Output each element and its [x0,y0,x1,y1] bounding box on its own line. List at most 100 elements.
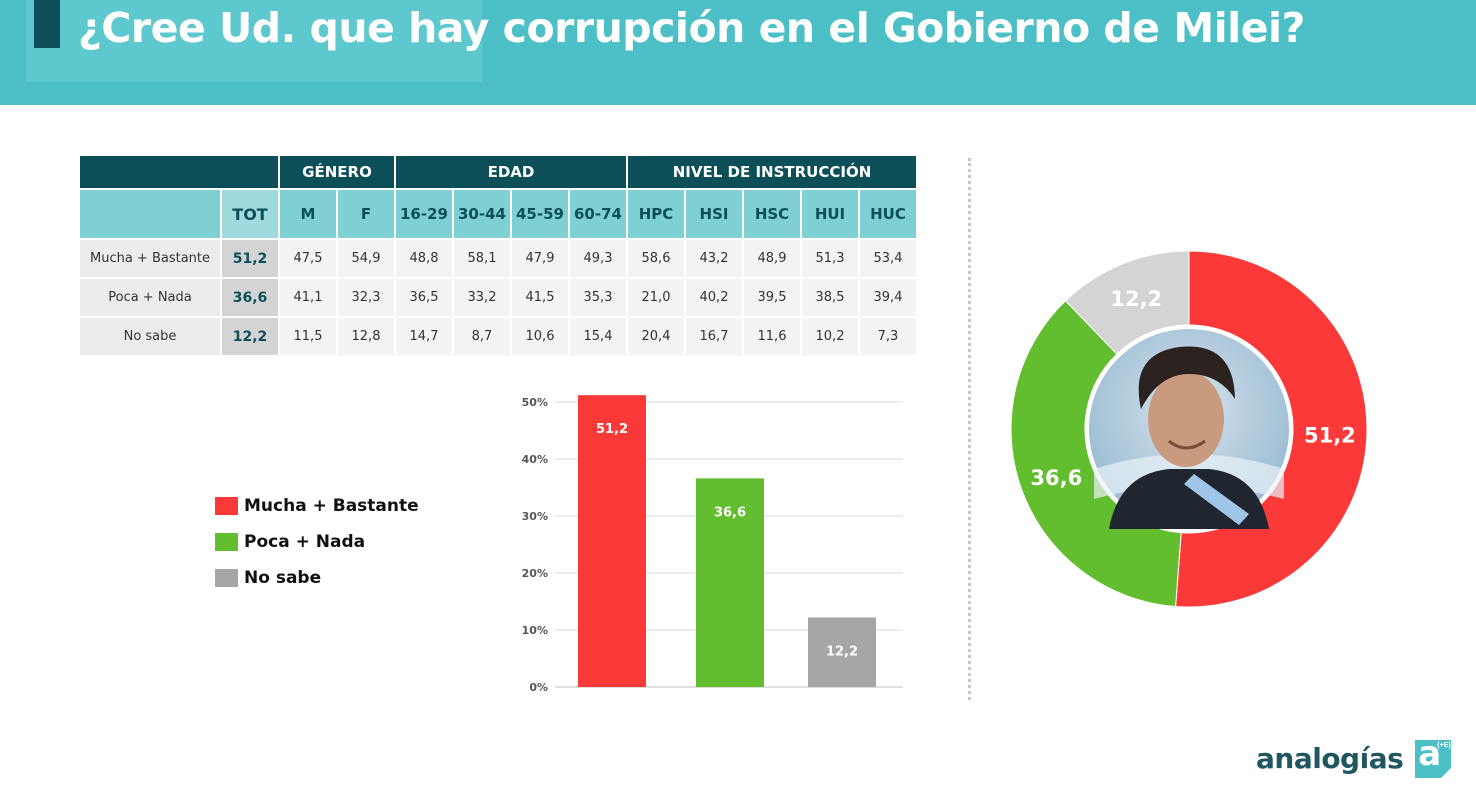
bar-value-label: 36,6 [714,505,746,520]
table-cell: 32,3 [338,279,394,316]
table-cell: 16,7 [686,318,742,355]
y-tick-label: 20% [522,567,548,580]
legend-label: Mucha + Bastante [244,496,419,516]
table-cell: 21,0 [628,279,684,316]
column-header: HSC [744,190,800,238]
column-header: 45-59 [512,190,568,238]
column-header: 60-74 [570,190,626,238]
table-cell: 15,4 [570,318,626,355]
group-header-row: GÉNERO EDAD NIVEL DE INSTRUCCIÓN [80,156,916,188]
table-cell: 41,5 [512,279,568,316]
row-label: Mucha + Bastante [80,240,220,277]
y-tick-label: 50% [522,396,548,409]
table-cell: 54,9 [338,240,394,277]
legend-label: Poca + Nada [244,532,366,552]
table-cell: 53,4 [860,240,916,277]
legend-swatch [215,497,238,515]
table-row: Poca + Nada 36,6 41,1 32,3 36,5 33,2 41,… [80,279,916,316]
table-cell: 39,5 [744,279,800,316]
table-cell: 8,7 [454,318,510,355]
column-header: HUC [860,190,916,238]
table-cell: 39,4 [860,279,916,316]
table-cell: 33,2 [454,279,510,316]
table-cell: 41,1 [280,279,336,316]
row-label: Poca + Nada [80,279,220,316]
bar-chart: 0% 10% 20% 30% 40% 50% 51,2 36,6 12,2 [522,395,903,694]
table-cell: 11,6 [744,318,800,355]
column-header: F [338,190,394,238]
logo-badge-icon: a (+E) [1411,734,1455,780]
brand-logo: analogías a (+E) [1256,734,1455,780]
group-edad: EDAD [396,156,626,188]
total-cell: 12,2 [222,318,278,355]
header-tab-shape [26,0,482,82]
y-tick-label: 40% [522,453,548,466]
table-cell: 11,5 [280,318,336,355]
donut-slice [1175,250,1368,608]
legend-swatch [215,533,238,551]
bar [578,395,646,687]
row-label: No sabe [80,318,220,355]
legend-swatch [215,569,238,587]
column-header: HSI [686,190,742,238]
table-cell: 14,7 [396,318,452,355]
blank-cell [80,190,220,238]
logo-badge-sup: (+E) [1437,742,1451,749]
y-tick-label: 10% [522,624,548,637]
legend-item: No sabe [215,560,419,596]
table-cell: 47,5 [280,240,336,277]
donut-slice [1010,300,1182,608]
table-cell: 58,1 [454,240,510,277]
header-accent-mark [34,0,60,48]
slice-value-label: 12,2 [1110,287,1162,311]
portrait-photo [1089,329,1289,529]
logo-text: analogías [1256,741,1404,775]
crosstab-table: GÉNERO EDAD NIVEL DE INSTRUCCIÓN TOT M F… [78,154,918,357]
table-cell: 40,2 [686,279,742,316]
donut-chart: 51,2 36,6 12,2 [1010,250,1368,608]
column-header: HUI [802,190,858,238]
legend-item: Poca + Nada [215,524,419,560]
table-row: No sabe 12,2 11,5 12,8 14,7 8,7 10,6 15,… [80,318,916,355]
legend-label: No sabe [244,568,322,588]
table-cell: 51,3 [802,240,858,277]
chart-legend: Mucha + Bastante Poca + Nada No sabe [215,488,419,596]
donut-slice [1064,250,1190,355]
slice-value-label: 51,2 [1304,423,1356,447]
table-cell: 49,3 [570,240,626,277]
table-cell: 20,4 [628,318,684,355]
column-header: TOT [222,190,278,238]
table-cell: 10,6 [512,318,568,355]
logo-badge-shape [1415,740,1452,778]
table-cell: 12,8 [338,318,394,355]
total-cell: 36,6 [222,279,278,316]
table-cell: 58,6 [628,240,684,277]
logo-badge-letter: a [1418,734,1442,774]
table-cell: 7,3 [860,318,916,355]
table-cell: 36,5 [396,279,452,316]
y-tick-label: 0% [529,681,548,694]
group-genero: GÉNERO [280,156,394,188]
table-cell: 47,9 [512,240,568,277]
bar [808,617,876,687]
table-cell: 43,2 [686,240,742,277]
page-title: ¿Cree Ud. que hay corrupción en el Gobie… [78,4,1305,52]
slice-value-label: 36,6 [1030,466,1082,490]
vertical-separator [968,158,971,700]
table-cell: 10,2 [802,318,858,355]
table-cell: 48,8 [396,240,452,277]
table-cell: 48,9 [744,240,800,277]
group-nivel-instruccion: NIVEL DE INSTRUCCIÓN [628,156,916,188]
total-cell: 51,2 [222,240,278,277]
bar-value-label: 12,2 [826,644,858,659]
column-header: HPC [628,190,684,238]
legend-item: Mucha + Bastante [215,488,419,524]
column-header-row: TOT M F 16-29 30-44 45-59 60-74 HPC HSI … [80,190,916,238]
table-cell: 35,3 [570,279,626,316]
table-row: Mucha + Bastante 51,2 47,5 54,9 48,8 58,… [80,240,916,277]
header-bar: ¿Cree Ud. que hay corrupción en el Gobie… [0,0,1476,105]
table-cell: 38,5 [802,279,858,316]
y-tick-label: 30% [522,510,548,523]
column-header: 30-44 [454,190,510,238]
blank-cell [80,156,278,188]
